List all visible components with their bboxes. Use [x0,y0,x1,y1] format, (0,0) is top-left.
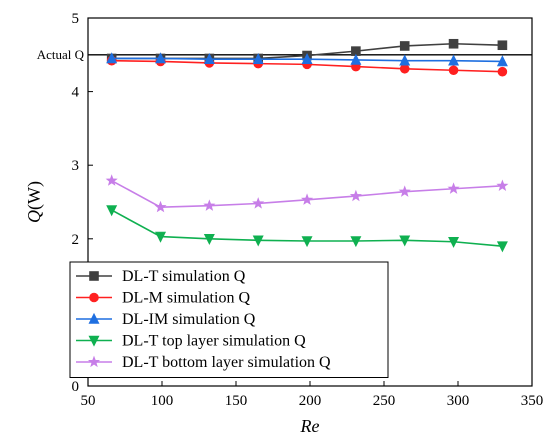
data-point [496,179,509,191]
data-point [106,205,118,217]
data-point [496,241,508,253]
legend-marker [89,271,99,281]
data-point [252,235,264,247]
data-point [448,65,459,76]
y-axis-title-symbol: Q [24,210,44,223]
x-tick-label: 300 [447,393,470,409]
data-point [448,54,460,66]
data-point [399,235,411,247]
y-tick-label: 0 [72,379,80,395]
legend-marker [87,355,101,368]
legend-label: DL-T simulation Q [122,268,246,285]
data-point [350,53,362,65]
svg-text:Q(W): Q(W) [24,181,45,223]
data-point [155,231,167,243]
data-point [399,54,411,66]
x-tick-label: 200 [299,393,322,409]
data-point [447,182,460,194]
series-layer [105,38,509,253]
data-point [301,53,313,65]
data-point [398,185,411,197]
legend-entry: DL-T bottom layer simulation Q [76,354,331,371]
data-point [155,52,167,64]
data-point [252,53,264,65]
series-4 [106,205,508,253]
ticks-layer: 50100150200250300350012345 [72,11,544,409]
x-tick-label: 150 [225,393,248,409]
legend-entry: DL-M simulation Q [76,290,250,307]
legend-entry: DL-T simulation Q [76,268,246,285]
y-tick-label: 3 [72,158,80,174]
data-point [496,55,508,67]
legend-entry: DL-T top layer simulation Q [76,333,306,350]
data-point [448,236,460,248]
x-axis-title: Re [300,416,320,436]
data-point [105,174,118,186]
data-point [497,40,508,51]
x-tick-label: 50 [81,393,96,409]
data-point [349,189,362,202]
legend-label: DL-T bottom layer simulation Q [122,354,331,371]
data-point [497,66,508,77]
legend-marker [89,292,99,303]
legend: DL-T simulation Q DL-M simulation Q DL-IM … [69,261,389,378]
data-point [399,63,410,74]
y-axis-title: Q(W) [24,181,45,223]
data-point [399,41,410,51]
data-point [154,200,167,213]
legend-box [69,261,389,378]
data-point [301,236,313,248]
y-axis-title-unit: (W) [24,181,45,210]
legend-label: DL-M simulation Q [122,290,250,307]
data-point [300,193,314,205]
series-5 [105,174,509,213]
y-tick-label: 4 [72,85,80,101]
x-tick-label: 100 [151,393,174,409]
data-point [350,236,362,248]
y-tick-label: 5 [72,11,80,27]
data-point [106,52,118,64]
x-tick-label: 250 [373,393,396,409]
series-3 [106,52,508,67]
data-point [203,234,215,245]
y-tick-label: 2 [72,232,80,248]
legend-entry: DL-IM simulation Q [76,311,256,328]
legend-label: DL-T top layer simulation Q [122,333,306,350]
actual-q-label: Actual Q [37,47,85,62]
data-point [203,53,215,65]
x-tick-label: 350 [521,393,544,409]
legend-label: DL-IM simulation Q [122,311,256,328]
data-point [448,38,459,49]
legend-marker [88,312,100,324]
legend-marker [88,335,100,347]
data-point [203,199,216,211]
data-point [252,197,265,209]
